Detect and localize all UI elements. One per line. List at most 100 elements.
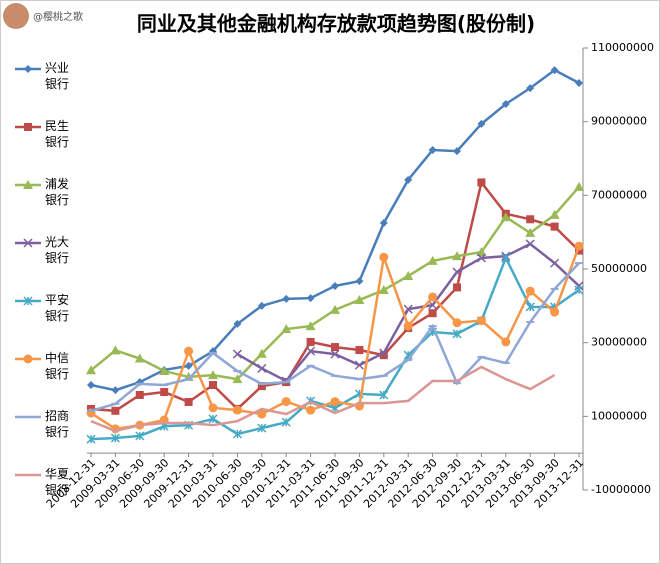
point: [452, 251, 462, 261]
point: [208, 403, 218, 413]
point: [257, 301, 266, 310]
point: [453, 147, 461, 156]
point: [281, 417, 291, 427]
point: [208, 370, 218, 380]
point: [501, 99, 510, 108]
point: [330, 349, 340, 359]
legend-label: 光大银行: [45, 235, 70, 265]
point: [233, 319, 242, 328]
point: [403, 270, 414, 280]
point: [281, 324, 292, 334]
point: [330, 397, 340, 407]
point: [500, 212, 511, 222]
legend-label: 华夏银行: [45, 467, 70, 497]
point: [232, 374, 243, 384]
point: [354, 360, 364, 370]
point: [256, 348, 267, 358]
legend-label: 中信银行: [45, 351, 70, 381]
series: [90, 365, 556, 433]
legend-label: 平安银行: [45, 293, 70, 323]
point: [428, 309, 437, 318]
legend-label: 民生银行: [45, 119, 70, 149]
point: [550, 222, 559, 231]
series: [86, 181, 584, 384]
point: [281, 397, 291, 407]
point: [574, 181, 584, 191]
legend-marker: [23, 238, 33, 248]
point: [110, 345, 121, 355]
point: [354, 294, 365, 304]
point: [525, 227, 536, 237]
point: [525, 286, 535, 296]
point: [379, 390, 389, 400]
point: [476, 253, 486, 263]
point: [232, 349, 242, 359]
y-tick-label: 70000000: [591, 188, 647, 201]
y-tick-label: 110000000: [591, 41, 654, 54]
point: [110, 433, 120, 443]
point: [525, 239, 535, 249]
point: [86, 434, 96, 444]
y-tick-label: 50000000: [591, 262, 647, 275]
legend-label: 浦发银行: [45, 177, 70, 207]
series: [87, 66, 583, 395]
point: [135, 390, 144, 399]
point: [355, 346, 364, 355]
series: [232, 239, 584, 386]
point: [452, 329, 462, 339]
point: [526, 215, 535, 224]
point: [257, 382, 266, 391]
point: [87, 381, 95, 390]
point: [403, 304, 413, 314]
point: [575, 78, 583, 87]
point: [111, 386, 120, 395]
point: [331, 281, 339, 290]
point: [331, 343, 339, 352]
point: [428, 146, 437, 155]
point: [404, 175, 413, 184]
y-tick-label: 30000000: [591, 336, 647, 349]
point: [379, 252, 389, 262]
point: [428, 300, 438, 310]
point: [574, 241, 584, 251]
point: [257, 423, 267, 433]
point: [306, 294, 315, 303]
point: [550, 307, 560, 317]
point: [305, 321, 316, 331]
y-tick-label: 10000000: [591, 409, 647, 422]
point: [134, 353, 145, 363]
point: [184, 346, 194, 356]
point: [209, 381, 217, 390]
legend-label: 招商银行: [45, 409, 70, 439]
point: [574, 285, 584, 295]
legend-marker: [24, 123, 32, 131]
point: [477, 119, 486, 128]
line: [90, 365, 556, 433]
legend-marker: [24, 65, 32, 73]
point: [428, 292, 438, 302]
point: [403, 321, 413, 331]
point: [477, 178, 486, 187]
legend-marker: [23, 354, 33, 364]
point: [257, 363, 267, 373]
point: [306, 346, 316, 356]
point: [379, 348, 389, 358]
y-tick-label: 90000000: [591, 115, 647, 128]
point: [452, 267, 462, 277]
point: [208, 414, 218, 424]
point: [111, 406, 120, 415]
point: [282, 294, 291, 303]
point: [525, 302, 535, 312]
point: [526, 84, 535, 93]
point: [232, 429, 242, 439]
point: [453, 283, 461, 292]
point: [306, 405, 316, 415]
point: [550, 258, 560, 268]
point: [379, 351, 388, 360]
point: [160, 388, 169, 397]
chart-title: 同业及其他金融机构存放款项趋势图(股份制): [137, 12, 535, 36]
point: [378, 284, 389, 294]
watermark: @樱桃之歌: [33, 10, 83, 23]
